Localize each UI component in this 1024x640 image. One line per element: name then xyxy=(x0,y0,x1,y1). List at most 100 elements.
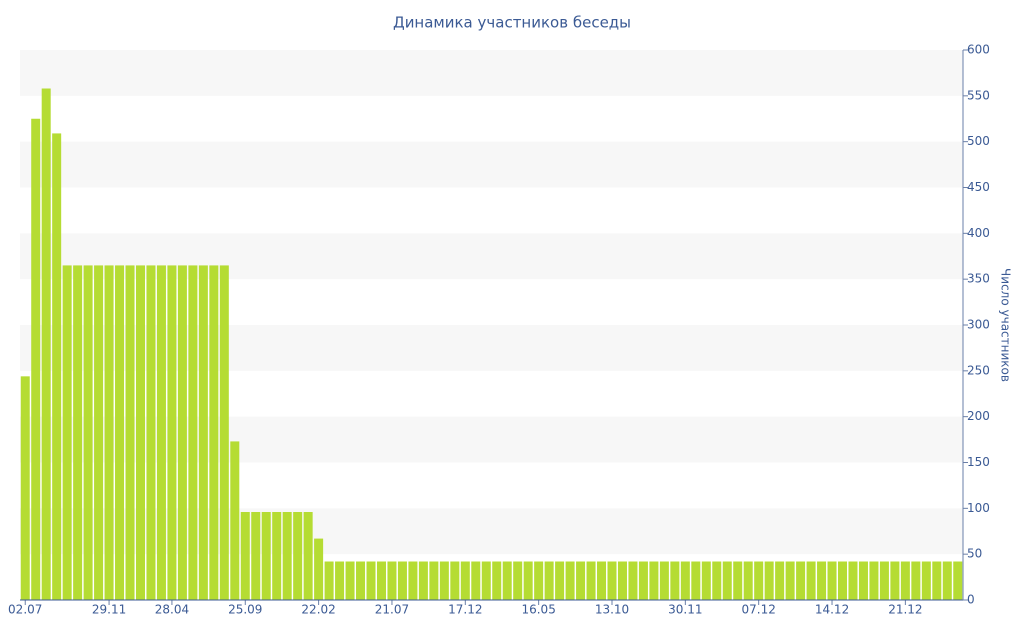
bar xyxy=(712,561,722,600)
bar xyxy=(62,265,72,600)
bar xyxy=(785,561,795,600)
bar xyxy=(209,265,219,600)
bar xyxy=(303,512,313,600)
y-tick-label: 450 xyxy=(967,180,990,194)
bar xyxy=(188,265,198,600)
grid-band xyxy=(20,325,963,371)
bar xyxy=(649,561,659,600)
bar xyxy=(471,561,481,600)
bar xyxy=(366,561,376,600)
bar xyxy=(817,561,827,600)
bar xyxy=(429,561,439,600)
grid-band xyxy=(20,141,963,188)
bar xyxy=(942,561,952,600)
x-tick-label: 07.12 xyxy=(742,603,776,617)
bar xyxy=(20,376,30,600)
y-axis-label: Число участников xyxy=(999,268,1013,382)
bar xyxy=(838,561,848,600)
bar xyxy=(764,561,774,600)
bar xyxy=(733,561,743,600)
bar xyxy=(240,512,250,600)
bar xyxy=(953,561,963,600)
x-tick-label: 28.04 xyxy=(155,603,189,617)
bar xyxy=(680,561,690,600)
bar xyxy=(890,561,900,600)
bar xyxy=(806,561,816,600)
x-tick-label: 14.12 xyxy=(815,603,849,617)
x-tick-label: 13.10 xyxy=(595,603,629,617)
bar xyxy=(167,265,177,600)
bar xyxy=(513,561,523,600)
grid-band xyxy=(20,416,963,463)
bar xyxy=(492,561,502,600)
bar xyxy=(115,265,125,600)
bar xyxy=(261,512,271,600)
bar xyxy=(345,561,355,600)
bar xyxy=(869,561,879,600)
bar xyxy=(900,561,910,600)
bar xyxy=(628,561,638,600)
bar xyxy=(41,88,51,600)
bar xyxy=(460,561,470,600)
bar xyxy=(356,561,366,600)
bar xyxy=(743,561,753,600)
bar xyxy=(324,561,334,600)
bar xyxy=(858,561,868,600)
y-tick-label: 50 xyxy=(967,547,982,561)
y-tick-label: 550 xyxy=(967,88,990,102)
x-tick-label: 16.05 xyxy=(521,603,555,617)
bar xyxy=(125,265,135,600)
bar xyxy=(439,561,449,600)
x-tick-label: 21.12 xyxy=(888,603,922,617)
x-tick-label: 25.09 xyxy=(228,603,262,617)
y-tick-label: 150 xyxy=(967,455,990,469)
y-tick-label: 600 xyxy=(967,43,990,57)
bar xyxy=(177,265,187,600)
bar xyxy=(135,265,145,600)
bar xyxy=(565,561,575,600)
bar xyxy=(659,561,669,600)
bar xyxy=(251,512,261,600)
bar xyxy=(376,561,386,600)
bar xyxy=(534,561,544,600)
bar xyxy=(701,561,711,600)
bar xyxy=(617,561,627,600)
bar xyxy=(691,561,701,600)
y-tick-label: 350 xyxy=(967,272,990,286)
bar xyxy=(73,265,83,600)
bar xyxy=(198,265,208,600)
bar xyxy=(408,561,418,600)
grid-band xyxy=(20,233,963,280)
bar xyxy=(293,512,303,600)
bar xyxy=(502,561,512,600)
x-tick-label: 30.11 xyxy=(668,603,702,617)
bar xyxy=(638,561,648,600)
bar xyxy=(775,561,785,600)
grid-band xyxy=(20,508,963,555)
x-tick-label: 17.12 xyxy=(448,603,482,617)
y-tick-label: 100 xyxy=(967,501,990,515)
bar xyxy=(576,561,586,600)
bar xyxy=(387,561,397,600)
x-tick-label: 29.11 xyxy=(92,603,126,617)
bar xyxy=(314,538,324,600)
bar xyxy=(597,561,607,600)
bar xyxy=(94,265,104,600)
bar xyxy=(722,561,732,600)
bar xyxy=(104,265,114,600)
bar xyxy=(586,561,596,600)
y-tick-label: 400 xyxy=(967,226,990,240)
grid-band xyxy=(20,50,963,96)
bar xyxy=(670,561,680,600)
bar xyxy=(911,561,921,600)
bar xyxy=(481,561,491,600)
y-tick-label: 300 xyxy=(967,318,990,332)
bar xyxy=(607,561,617,600)
bar xyxy=(754,561,764,600)
y-tick-label: 200 xyxy=(967,409,990,423)
x-tick-label: 02.07 xyxy=(8,603,42,617)
bar xyxy=(335,561,345,600)
bar xyxy=(282,512,292,600)
bar xyxy=(31,118,41,600)
bar xyxy=(879,561,889,600)
